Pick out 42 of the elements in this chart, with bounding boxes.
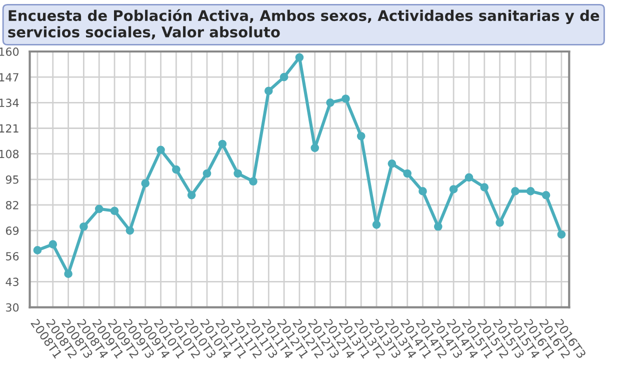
y-tick-label: 82 [6, 200, 18, 210]
point [218, 140, 227, 148]
y-tick-label: 95 [6, 175, 18, 184]
point [542, 190, 550, 200]
y-tick-label: 43 [6, 278, 18, 286]
point [172, 165, 180, 174]
point [310, 144, 320, 152]
point [110, 206, 119, 216]
point [126, 226, 134, 235]
point [403, 169, 412, 178]
point [464, 173, 474, 182]
point [280, 72, 288, 82]
point [356, 132, 366, 140]
point [80, 222, 88, 231]
point [418, 187, 427, 196]
point [449, 185, 458, 194]
point [342, 94, 350, 103]
point [264, 86, 273, 96]
point [64, 270, 72, 278]
point [141, 179, 150, 188]
point [48, 240, 58, 248]
point [156, 146, 165, 154]
point [94, 204, 104, 214]
point [526, 187, 535, 196]
point [496, 218, 504, 227]
point [295, 53, 304, 62]
point [234, 169, 242, 178]
point [480, 183, 489, 192]
y-tick-label: 30 [6, 303, 19, 312]
point [557, 230, 566, 239]
point [33, 246, 42, 254]
y-tick-label: 69 [6, 226, 19, 235]
point [326, 98, 334, 107]
point [388, 159, 396, 168]
point [434, 222, 442, 231]
point [372, 220, 381, 229]
point [202, 169, 212, 178]
point [187, 190, 196, 200]
y-tick-label: 56 [6, 252, 19, 261]
point [249, 177, 258, 186]
chart-title: Encuesta de Población Activa, Ambos sexos, Actividades sanitarias y de servicios sociales, Valor absoluto [8, 9, 600, 40]
point [511, 187, 520, 196]
